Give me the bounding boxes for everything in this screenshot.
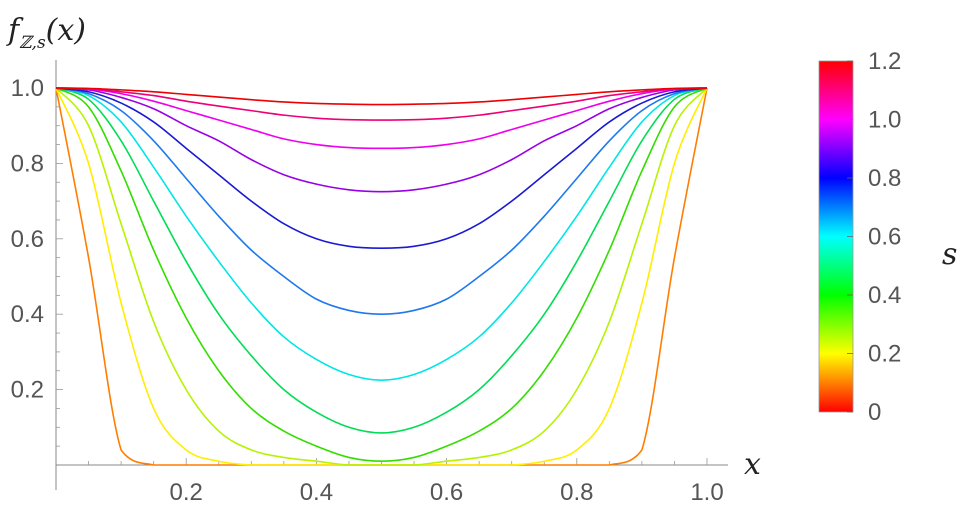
colorbar-tick-label: 0 (868, 399, 881, 426)
x-tick-label: 1.0 (690, 479, 723, 506)
series-line (55, 87, 708, 316)
y-tick-label: 1.0 (11, 75, 44, 102)
x-tick-labels: 0.2 0.4 0.6 0.8 1.0 (170, 479, 724, 506)
series-line (55, 87, 708, 381)
colorbar-tick-label: 1.2 (868, 48, 901, 75)
colorbar-title: s (942, 237, 957, 272)
colorbar-tick-label: 0.8 (868, 165, 901, 192)
y-tick-label: 0.6 (11, 226, 44, 253)
colorbar-tick-label: 1.0 (868, 107, 901, 134)
y-axis-title: fℤ,s(x) (6, 13, 86, 53)
x-tick-label: 0.2 (170, 479, 203, 506)
x-tick-label: 0.8 (560, 479, 593, 506)
series-line (55, 87, 708, 106)
series-line (55, 87, 708, 434)
series-lines (55, 87, 708, 466)
series-line (55, 87, 708, 150)
colorbar-tick-label: 0.4 (868, 282, 901, 309)
y-tick-labels: 0.2 0.4 0.6 0.8 1.0 (11, 75, 44, 404)
colorbar-tick-label: 0.6 (868, 224, 901, 251)
series-line (55, 87, 708, 193)
y-tick-label: 0.8 (11, 150, 44, 177)
x-tick-label: 0.4 (300, 479, 333, 506)
x-axis-title: x (744, 447, 761, 482)
colorbar-tick-label: 0.2 (868, 341, 901, 368)
x-tick-label: 0.6 (430, 479, 463, 506)
series-line (55, 87, 708, 463)
y-tick-label: 0.2 (11, 377, 44, 404)
series-line (55, 87, 708, 121)
y-tick-label: 0.4 (11, 301, 44, 328)
colorbar-ticks: 0 0.2 0.4 0.6 0.8 1.0 1.2 (847, 48, 901, 426)
series-line (55, 87, 708, 466)
series-line (55, 87, 708, 250)
series-line (55, 87, 708, 466)
